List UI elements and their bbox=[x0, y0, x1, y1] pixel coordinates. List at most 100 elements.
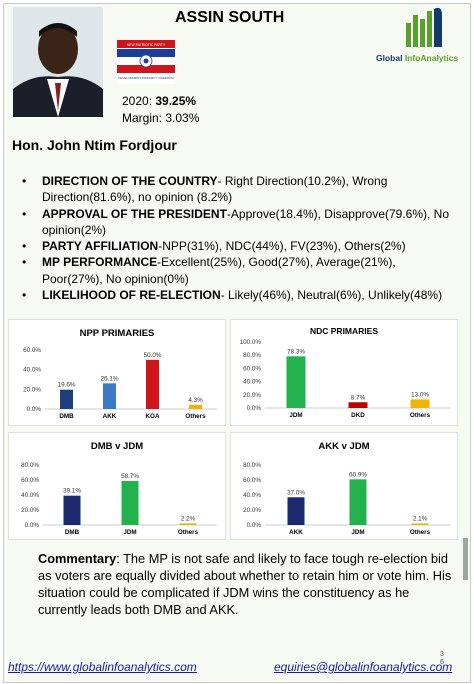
y-tick-label: 20.0% bbox=[243, 507, 261, 514]
mp-portrait bbox=[13, 7, 103, 117]
y-tick-label: 40.0% bbox=[243, 492, 261, 499]
bar bbox=[411, 523, 429, 525]
brand-logo-text-1: Global bbox=[376, 53, 405, 63]
bullet-dot: • bbox=[22, 174, 27, 188]
chart-title: NPP PRIMARIES bbox=[80, 328, 155, 339]
bar bbox=[287, 497, 305, 525]
commentary-text: : The MP is not safe and likely to face … bbox=[38, 551, 452, 617]
email-link[interactable]: equiries@globalinfoanalytics.com bbox=[274, 660, 453, 674]
survey-bullet: • DIRECTION OF THE COUNTRY- Right Directi… bbox=[14, 173, 454, 206]
y-tick-label: 40.0% bbox=[243, 379, 261, 386]
data-label: 13.0% bbox=[411, 391, 429, 398]
y-tick-label: 80.0% bbox=[243, 352, 261, 359]
result-label: 2020: bbox=[122, 94, 156, 108]
bullet-heading: MP PERFORMANCE bbox=[42, 255, 158, 270]
election-result: 2020: 39.25% bbox=[122, 94, 196, 108]
commentary-label: Commentary bbox=[38, 551, 117, 566]
brand-logo-text: Global InfoAnalytics bbox=[376, 53, 458, 63]
bar bbox=[286, 356, 306, 408]
y-tick-label: 40.0% bbox=[21, 492, 39, 499]
chart-akk-v-jdm: AKK v JDM 0.0% 20.0% 40.0% 60.0% 80.0% 37.0% AK… bbox=[230, 432, 458, 540]
bullet-dot: • bbox=[22, 255, 27, 270]
survey-bullet: • LIKELIHOOD OF RE-ELECTION- Likely(46%),… bbox=[14, 287, 454, 303]
y-tick-label: 0.0% bbox=[247, 405, 262, 412]
x-tick-label: JDM bbox=[123, 529, 136, 536]
x-tick-label: DMB bbox=[59, 413, 74, 420]
y-tick-label: 100.0% bbox=[240, 339, 262, 346]
bullet-text: - Likely(46%), Neutral(6%), Unlikely(48%… bbox=[220, 288, 443, 303]
election-margin: Margin: 3.03% bbox=[122, 111, 200, 125]
bar bbox=[189, 404, 202, 409]
brand-logo-text-2: InfoAnalytics bbox=[404, 53, 459, 63]
survey-bullet: • MP PERFORMANCE-Excellent(25%), Good(27%… bbox=[14, 254, 454, 287]
y-tick-label: 60.0% bbox=[21, 477, 39, 484]
bullet-heading: PARTY AFFILIATION bbox=[42, 239, 159, 254]
data-label: 37.0% bbox=[287, 489, 305, 496]
commentary: Commentary: The MP is not safe and likel… bbox=[38, 550, 458, 618]
side-accent-bar bbox=[463, 538, 468, 580]
x-tick-label: AKK bbox=[103, 413, 117, 420]
y-tick-label: 60.0% bbox=[243, 477, 261, 484]
constituency-title: ASSIN SOUTH bbox=[175, 9, 285, 26]
y-tick-label: 0.0% bbox=[25, 522, 40, 529]
survey-bullet: • APPROVAL OF THE PRESIDENT-Approve(18.4%… bbox=[14, 206, 454, 239]
data-label: 50.0% bbox=[144, 352, 162, 359]
bullet-heading: LIKELIHOOD OF RE-ELECTION bbox=[42, 288, 221, 303]
data-label: 58.7% bbox=[121, 473, 139, 480]
result-value: 39.25% bbox=[155, 94, 197, 108]
x-tick-label: Others bbox=[178, 529, 199, 536]
data-label: 26.1% bbox=[101, 375, 119, 382]
chart-ndc-primaries-svg: NDC PRIMARIES 0.0% 20.0% 40.0% 60.0% 80.0% 100… bbox=[240, 326, 451, 419]
chart-title: NDC PRIMARIES bbox=[310, 326, 378, 336]
bullet-text: - Right Direction(10.2%), Wrong Directio… bbox=[42, 174, 388, 205]
y-tick-label: 20.0% bbox=[23, 386, 41, 393]
x-tick-label: DKD bbox=[351, 412, 365, 419]
mp-name: Hon. John Ntim Fordjour bbox=[12, 137, 177, 153]
x-tick-label: DMB bbox=[65, 529, 80, 536]
chart-npp-primaries: NPP PRIMARIES 0.0% 20.0% 40.0% 60.0% 19.6% DMB… bbox=[8, 319, 226, 426]
bullet-heading: DIRECTION OF THE COUNTRY bbox=[42, 174, 218, 188]
bullet-text: -Excellent(25%), Good(27%), Average(21%)… bbox=[42, 255, 396, 286]
chart-ndc-primaries: NDC PRIMARIES 0.0% 20.0% 40.0% 60.0% 80.0% 100… bbox=[230, 319, 458, 426]
y-tick-label: 40.0% bbox=[23, 367, 41, 374]
chart-npp-primaries-svg: NPP PRIMARIES 0.0% 20.0% 40.0% 60.0% 19.6% DMB… bbox=[23, 328, 217, 420]
bullet-dot: • bbox=[22, 206, 27, 221]
bullet-dot: • bbox=[22, 239, 27, 254]
x-tick-label: Others bbox=[410, 412, 431, 419]
page-number-bottom: 6 bbox=[440, 659, 444, 666]
bullet-text: -NPP(31%), NDC(44%), FV(23%), Others(2%) bbox=[158, 239, 406, 254]
website-link[interactable]: https://www.globalinfoanalytics.com bbox=[8, 660, 197, 674]
x-tick-label: Others bbox=[410, 529, 431, 536]
data-label: 60.9% bbox=[349, 471, 367, 478]
x-tick-label: AKK bbox=[289, 529, 303, 536]
bullet-dot: • bbox=[22, 288, 27, 303]
bullet-heading: APPROVAL OF THE PRESIDENT bbox=[42, 206, 227, 221]
data-label: 8.7% bbox=[351, 394, 366, 401]
y-tick-label: 20.0% bbox=[21, 507, 39, 514]
bar bbox=[146, 359, 159, 409]
y-tick-label: 80.0% bbox=[21, 462, 39, 469]
flag-caption-bottom: DEVELOPMENT INTEGRITY FREEDOM bbox=[118, 76, 174, 80]
data-label: 4.3% bbox=[188, 397, 203, 404]
data-label: 19.6% bbox=[58, 382, 76, 389]
x-tick-label: Others bbox=[185, 413, 206, 420]
bar bbox=[63, 495, 81, 525]
data-label: 2.2% bbox=[181, 515, 196, 522]
page-number-top: 3 bbox=[440, 651, 444, 658]
y-tick-label: 60.0% bbox=[243, 365, 261, 372]
y-tick-label: 60.0% bbox=[23, 347, 41, 354]
chart-dmb-v-jdm-svg: DMB v JDM 0.0% 20.0% 40.0% 60.0% 80.0% 39.1% DM… bbox=[21, 441, 217, 536]
chart-title: DMB v JDM bbox=[91, 441, 143, 452]
chart-title: AKK v JDM bbox=[318, 441, 369, 452]
survey-bullet: • PARTY AFFILIATION-NPP(31%), NDC(44%), F… bbox=[14, 238, 454, 254]
x-tick-label: KOA bbox=[146, 413, 160, 420]
y-tick-label: 0.0% bbox=[247, 522, 262, 529]
chart-dmb-v-jdm: DMB v JDM 0.0% 20.0% 40.0% 60.0% 80.0% 39.1% DM… bbox=[8, 432, 226, 540]
y-tick-label: 20.0% bbox=[243, 392, 261, 399]
bar bbox=[103, 383, 116, 409]
brand-logo bbox=[376, 5, 466, 67]
flag-caption-top: NEW PATRIOTIC PARTY bbox=[127, 43, 166, 47]
y-tick-label: 0.0% bbox=[27, 406, 42, 413]
bar bbox=[410, 399, 430, 408]
